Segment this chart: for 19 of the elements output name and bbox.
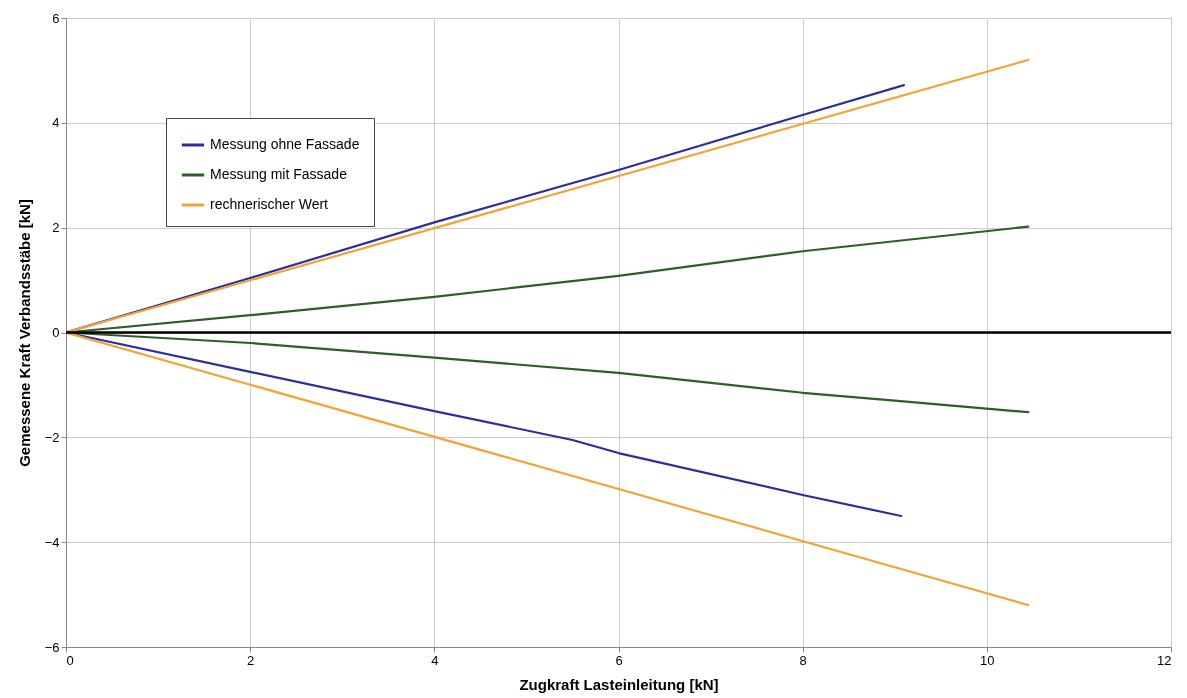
x-tick-label: 4 bbox=[431, 652, 439, 668]
y-tick-label: 6 bbox=[52, 10, 60, 26]
y-tick-label: −6 bbox=[44, 639, 60, 655]
legend-label: Messung ohne Fassade bbox=[210, 136, 360, 152]
y-tick-label: 4 bbox=[52, 115, 60, 131]
x-tick-label: 12 bbox=[1157, 652, 1172, 668]
x-tick-label: 6 bbox=[615, 652, 623, 668]
legend-label: rechnerischer Wert bbox=[210, 196, 329, 212]
y-tick-label: −4 bbox=[44, 534, 60, 550]
x-tick-label: 0 bbox=[66, 652, 74, 668]
x-tick-label: 2 bbox=[247, 652, 255, 668]
x-tick-label: 10 bbox=[980, 652, 995, 668]
y-tick-label: −2 bbox=[44, 429, 60, 445]
y-axis-title: Gemessene Kraft Verbandsstäbe [kN] bbox=[15, 199, 33, 467]
legend-label: Messung mit Fassade bbox=[210, 166, 348, 182]
y-tick-label: 2 bbox=[52, 220, 60, 236]
y-tick-label: 0 bbox=[52, 325, 60, 340]
x-axis-title: Zugkraft Lasteinleitung [kN] bbox=[519, 675, 719, 693]
x-tick-label: 8 bbox=[799, 652, 807, 668]
